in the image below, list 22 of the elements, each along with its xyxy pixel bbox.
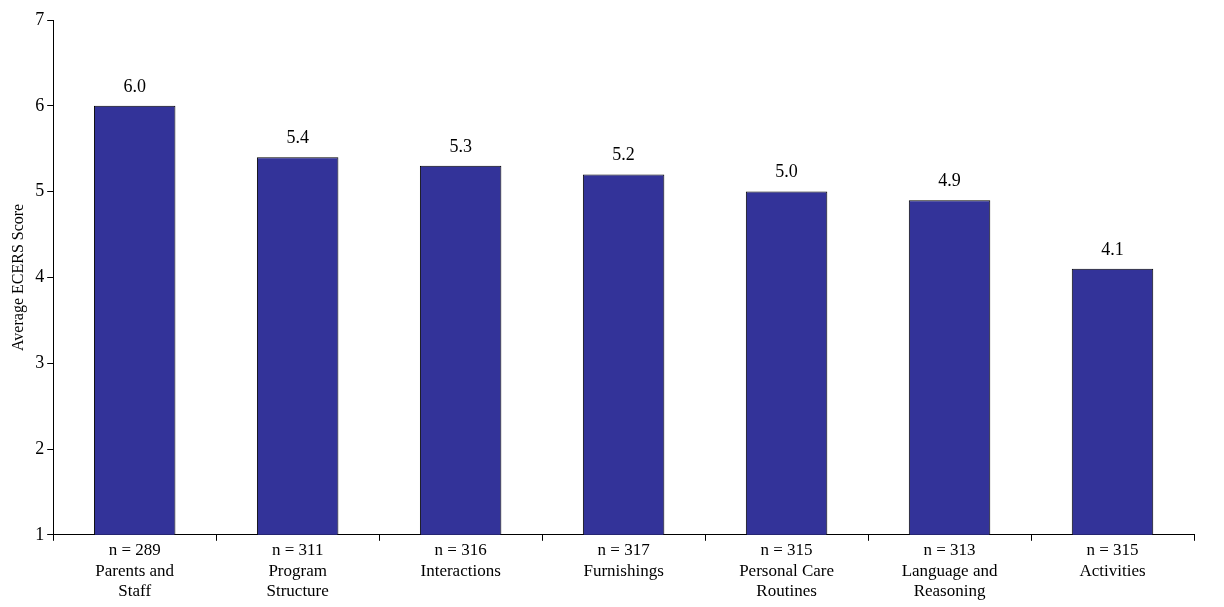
data-label: 5.2: [612, 144, 635, 165]
y-tick-label: 1: [35, 523, 45, 544]
data-label: 6.0: [123, 75, 146, 96]
data-label: 5.0: [775, 161, 798, 182]
x-tick-label: n = 313 Language and Reasoning: [901, 540, 998, 601]
x-tick-label: n = 315 Activities: [1079, 540, 1146, 580]
y-tick-label: 4: [35, 266, 45, 287]
x-tick-label: n = 315 Personal Care Routines: [739, 540, 835, 601]
data-label: 5.4: [286, 127, 309, 148]
data-label: 5.3: [449, 135, 472, 156]
y-tick-label: 6: [35, 94, 45, 115]
y-tick-label: 2: [35, 437, 45, 458]
y-tick-label: 5: [35, 180, 45, 201]
data-label: 4.1: [1101, 238, 1124, 259]
x-tick-label: n = 289 Parents and Staff: [95, 540, 175, 601]
x-tick-label: n = 316 Interactions: [420, 540, 501, 580]
x-tick-label: n = 311 Program Structure: [266, 540, 329, 601]
data-label: 4.9: [938, 169, 961, 190]
x-tick-label: n = 317 Furnishings: [583, 540, 664, 580]
y-axis-title: Average ECERS Score: [8, 203, 27, 352]
y-tick-label: 7: [35, 8, 45, 29]
y-tick-label: 3: [35, 351, 45, 372]
